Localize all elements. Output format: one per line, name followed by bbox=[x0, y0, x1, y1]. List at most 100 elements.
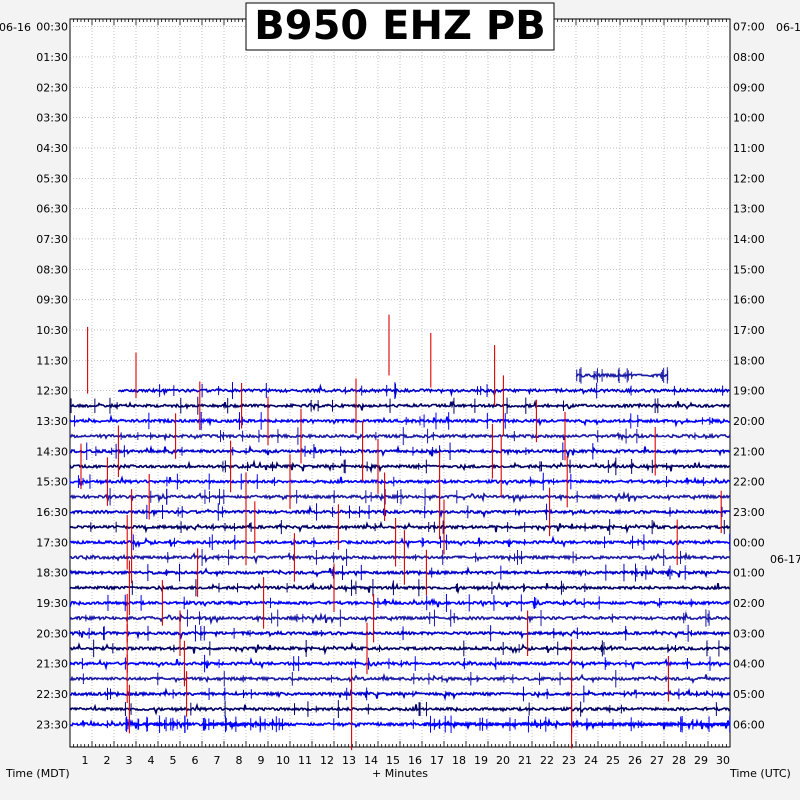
trace-row-42 bbox=[69, 656, 731, 671]
right-time-label: 10:00 bbox=[733, 112, 765, 125]
seismic-traces bbox=[69, 367, 731, 734]
right-time-label: 12:00 bbox=[733, 172, 765, 185]
x-tick-label: 10 bbox=[276, 754, 290, 767]
right-time-label: 17:00 bbox=[733, 324, 765, 337]
right-time-label: 20:00 bbox=[733, 415, 765, 428]
left-time-label: 03:30 bbox=[36, 112, 68, 125]
left-axis-label: Time (MDT) bbox=[5, 767, 70, 780]
trace-row-37 bbox=[69, 581, 731, 595]
left-time-label: 02:30 bbox=[36, 81, 68, 94]
right-time-label: 02:00 bbox=[733, 597, 765, 610]
x-tick-label: 18 bbox=[452, 754, 466, 767]
x-tick-label: 6 bbox=[192, 754, 199, 767]
x-tick-labels: 1 2 3 4 5 6 7 8 9 10 11 12 13 14 15 16 17 18 19 20 21 22 23 24 2… bbox=[82, 754, 731, 767]
right-time-label: 09:00 bbox=[733, 81, 765, 94]
left-time-label: 18:30 bbox=[36, 567, 68, 580]
left-time-label: 07:30 bbox=[36, 233, 68, 246]
left-time-label: 15:30 bbox=[36, 476, 68, 489]
x-tick-label: 22 bbox=[540, 754, 554, 767]
x-tick-label: 13 bbox=[342, 754, 356, 767]
left-time-label: 17:30 bbox=[36, 536, 68, 549]
x-tick-label: 30 bbox=[716, 754, 730, 767]
left-time-label: 10:30 bbox=[36, 324, 68, 337]
left-time-label: 19:30 bbox=[36, 597, 68, 610]
trace-row-27 bbox=[69, 431, 731, 442]
right-time-labels: 07:00 08:00 09:00 10:00 11:00 12:00 13:00 14:00… bbox=[733, 21, 765, 732]
trace-row-38 bbox=[69, 597, 731, 610]
trace-row-43 bbox=[69, 672, 731, 684]
x-tick-label: 28 bbox=[672, 754, 686, 767]
x-tick-label: 27 bbox=[650, 754, 664, 767]
x-tick-label: 23 bbox=[562, 754, 576, 767]
left-time-label: 01:30 bbox=[36, 51, 68, 64]
x-tick-label: 21 bbox=[518, 754, 532, 767]
trace-row-23 bbox=[575, 372, 669, 380]
right-date-change-label: 06-17 bbox=[770, 553, 800, 566]
left-date-label: 06-16 bbox=[0, 21, 31, 34]
left-time-label: 14:30 bbox=[36, 445, 68, 458]
right-time-label: 07:00 bbox=[733, 21, 765, 34]
left-time-label: 11:30 bbox=[36, 354, 68, 367]
x-tick-label: 12 bbox=[320, 754, 334, 767]
trace-row-29 bbox=[69, 459, 731, 474]
x-tick-label: 5 bbox=[170, 754, 177, 767]
trace-row-33 bbox=[69, 520, 731, 534]
right-time-label: 06:00 bbox=[733, 718, 765, 731]
event-spikes bbox=[80, 314, 722, 751]
left-time-label: 05:30 bbox=[36, 172, 68, 185]
right-time-label: 08:00 bbox=[733, 51, 765, 64]
left-time-labels: 00:30 01:30 02:30 03:30 04:30 05:30 06:30 07:30… bbox=[36, 21, 68, 732]
trace-row-46 bbox=[201, 720, 295, 731]
grid bbox=[70, 19, 730, 747]
left-time-label: 04:30 bbox=[36, 142, 68, 155]
right-time-label: 16:00 bbox=[733, 294, 765, 307]
trace-row-45 bbox=[69, 702, 731, 716]
right-axis-label: Time (UTC) bbox=[729, 767, 791, 780]
x-tick-label: 8 bbox=[236, 754, 243, 767]
x-tick-label: 2 bbox=[104, 754, 111, 767]
x-tick-label: 19 bbox=[474, 754, 488, 767]
right-time-label: 03:00 bbox=[733, 627, 765, 640]
x-tick-label: 1 bbox=[82, 754, 89, 767]
x-tick-label: 16 bbox=[408, 754, 422, 767]
right-time-label: 11:00 bbox=[733, 142, 765, 155]
x-tick-label: 4 bbox=[148, 754, 155, 767]
left-time-label: 23:30 bbox=[36, 718, 68, 731]
right-time-label: 00:00 bbox=[733, 536, 765, 549]
left-time-label: 00:30 bbox=[36, 21, 68, 34]
x-tick-label: 26 bbox=[628, 754, 642, 767]
trace-row-46 bbox=[124, 721, 192, 727]
x-tick-label: 25 bbox=[606, 754, 620, 767]
trace-row-35 bbox=[69, 551, 731, 565]
right-time-label: 22:00 bbox=[733, 476, 765, 489]
trace-row-26 bbox=[69, 413, 731, 428]
trace-row-30 bbox=[69, 475, 731, 488]
x-tick-label: 15 bbox=[386, 754, 400, 767]
left-time-label: 08:30 bbox=[36, 263, 68, 276]
left-time-label: 06:30 bbox=[36, 203, 68, 216]
trace-row-32 bbox=[69, 504, 731, 519]
trace-row-31 bbox=[69, 490, 731, 504]
right-time-label: 05:00 bbox=[733, 688, 765, 701]
trace-row-24 bbox=[117, 383, 730, 398]
left-time-label: 20:30 bbox=[36, 627, 68, 640]
right-time-label: 04:00 bbox=[733, 658, 765, 671]
right-time-label: 14:00 bbox=[733, 233, 765, 246]
trace-row-34 bbox=[70, 535, 731, 550]
x-tick-label: 3 bbox=[126, 754, 133, 767]
left-time-label: 21:30 bbox=[36, 658, 68, 671]
x-tick-label: 9 bbox=[258, 754, 265, 767]
right-time-label: 13:00 bbox=[733, 203, 765, 216]
left-time-label: 13:30 bbox=[36, 415, 68, 428]
trace-row-28 bbox=[69, 444, 731, 459]
x-tick-label: 24 bbox=[584, 754, 598, 767]
right-time-label: 21:00 bbox=[733, 445, 765, 458]
x-tick-label: 29 bbox=[694, 754, 708, 767]
right-time-label: 15:00 bbox=[733, 263, 765, 276]
x-tick-label: 17 bbox=[430, 754, 444, 767]
right-time-label: 18:00 bbox=[733, 354, 765, 367]
chart-title: B950 EHZ PB bbox=[254, 3, 545, 49]
trace-row-44 bbox=[69, 687, 731, 701]
x-tick-label: 14 bbox=[364, 754, 378, 767]
